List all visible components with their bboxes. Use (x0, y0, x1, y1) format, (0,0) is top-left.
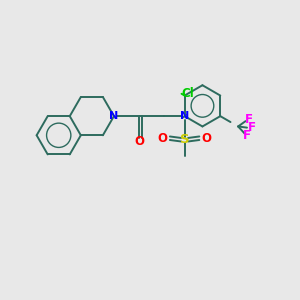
Text: F: F (248, 122, 255, 134)
Text: S: S (180, 133, 189, 146)
Text: Cl: Cl (182, 87, 194, 100)
Text: O: O (134, 135, 144, 148)
Text: N: N (180, 111, 189, 121)
Text: O: O (158, 132, 168, 145)
Text: F: F (244, 113, 253, 127)
Text: O: O (201, 132, 212, 145)
Text: F: F (243, 129, 251, 142)
Text: N: N (109, 111, 119, 121)
